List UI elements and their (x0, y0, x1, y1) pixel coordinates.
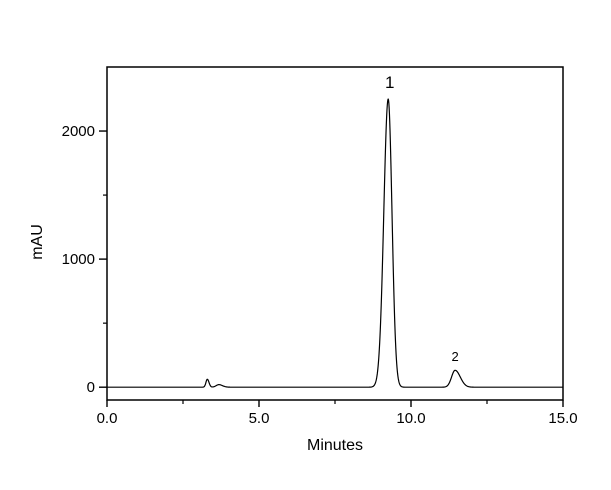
x-tick-label: 5.0 (249, 410, 270, 427)
y-tick-label: 2000 (62, 123, 95, 140)
peak-label: 2 (451, 349, 458, 364)
plot-generated-content: 0.0 5.0 10.0 15.0 0 1000 2000 1 2 (62, 66, 578, 427)
x-axis-title: Minutes (307, 437, 363, 454)
y-tick-label: 1000 (62, 251, 95, 268)
x-tick-label: 0.0 (97, 410, 118, 427)
chromatogram-curve (106, 98, 564, 388)
x-tick-label: 10.0 (396, 410, 425, 427)
peak-label: 1 (385, 73, 394, 92)
y-tick-label: 0 (87, 379, 95, 396)
y-axis-title: mAU (29, 224, 46, 260)
x-tick-label: 15.0 (548, 410, 577, 427)
plot-frame (106, 66, 564, 401)
